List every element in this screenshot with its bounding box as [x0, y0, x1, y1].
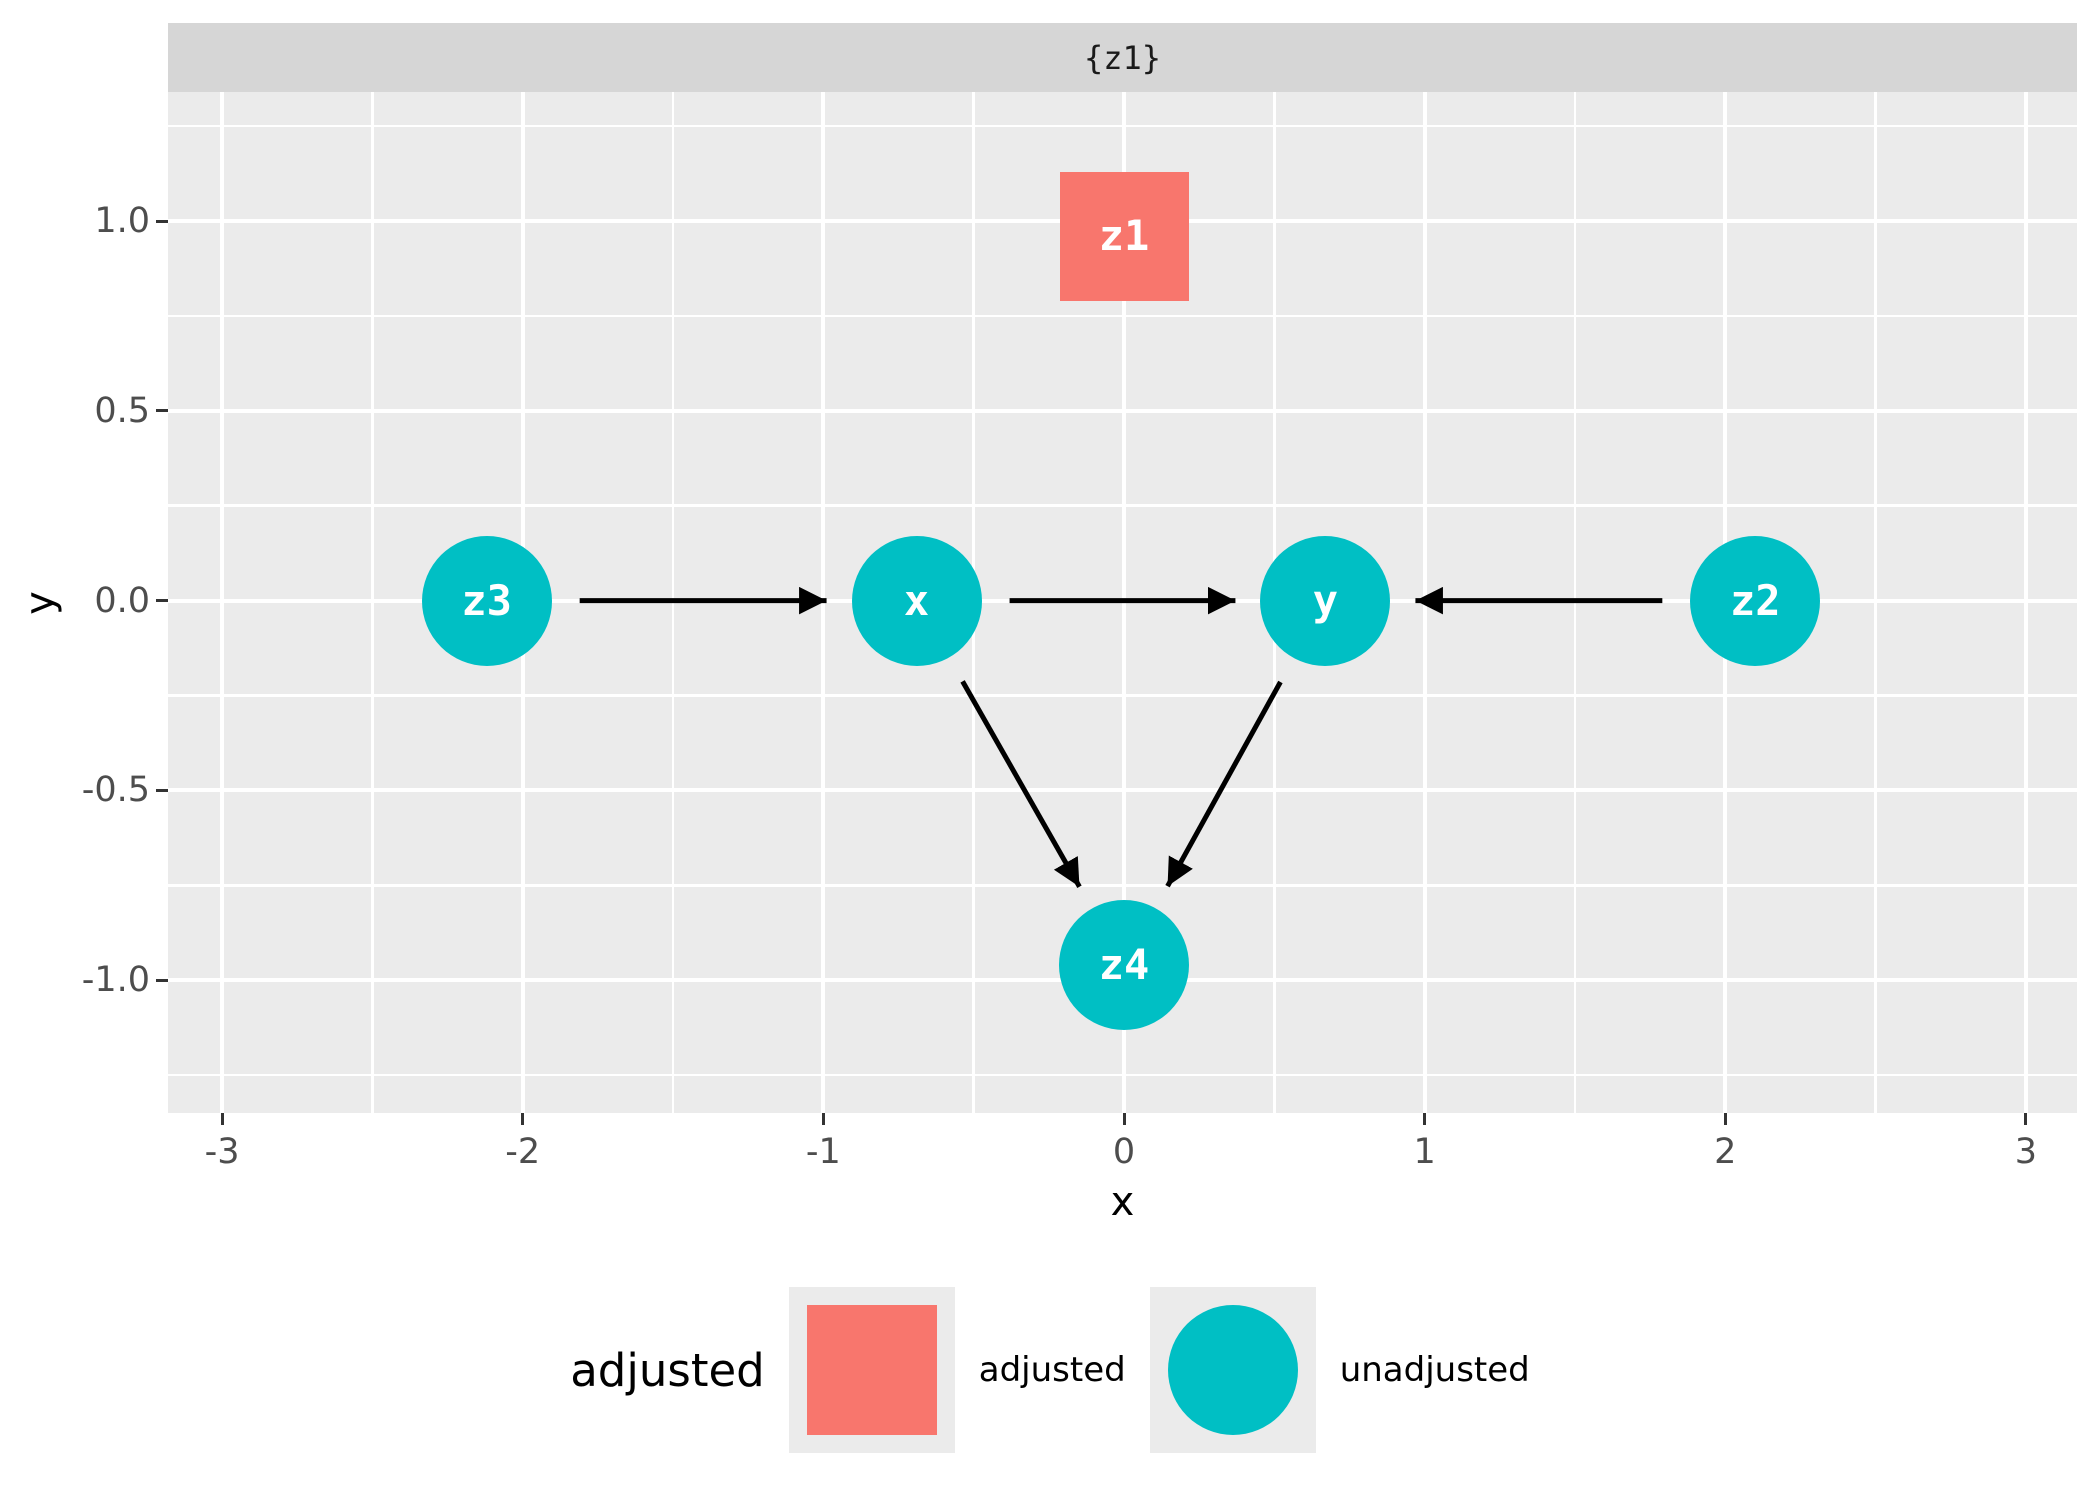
x-tick-mark [220, 1113, 224, 1125]
node-x: x [851, 535, 982, 666]
node-label-y: y [1312, 575, 1339, 625]
x-tick-mark [821, 1113, 825, 1125]
y-tick-mark [156, 599, 168, 603]
y-tick-mark [156, 409, 168, 413]
legend-label-adjusted: adjusted [978, 1350, 1126, 1390]
x-tick-mark [1423, 1113, 1427, 1125]
edge-x-z4 [960, 680, 1082, 888]
x-tick-mark [1122, 1113, 1126, 1125]
plot-panel: z1 z3 x y z2 z4 [168, 92, 2077, 1113]
node-z3: z3 [421, 535, 552, 666]
y-tick-label: 0.0 [94, 580, 150, 621]
y-tick-label: 0.5 [94, 390, 150, 431]
node-y: y [1260, 535, 1391, 666]
x-tick-label: 2 [1714, 1132, 1737, 1172]
node-z4: z4 [1059, 899, 1189, 1030]
node-z1: z1 [1059, 171, 1189, 301]
x-tick-label: -3 [204, 1132, 240, 1172]
node-label-x: x [903, 575, 930, 625]
x-tick-label: -1 [805, 1132, 841, 1172]
x-tick-label: -2 [505, 1132, 541, 1172]
y-tick-label: 1.0 [94, 201, 150, 242]
gridline [168, 408, 2077, 413]
y-tick-mark [156, 788, 168, 792]
legend-key-unadjusted [1149, 1287, 1316, 1453]
y-tick-label: -1.0 [81, 960, 150, 1001]
x-tick-mark [521, 1113, 525, 1125]
node-label-z1: z1 [1098, 211, 1150, 261]
dag-edges [579, 586, 1663, 888]
x-tick-mark [2024, 1113, 2028, 1125]
legend-label-unadjusted: unadjusted [1339, 1350, 1530, 1390]
node-label-z4: z4 [1098, 939, 1150, 989]
y-tick-label: -0.5 [81, 770, 150, 811]
node-z2: z2 [1690, 535, 1821, 666]
legend-title: adjusted [570, 1343, 765, 1397]
y-axis-title: y [17, 590, 63, 615]
x-tick-mark [1723, 1113, 1727, 1125]
legend: adjusted adjusted unadjusted [0, 1287, 2100, 1453]
gridline [168, 788, 2077, 793]
x-tick-label: 3 [2014, 1132, 2038, 1172]
edge-y-z4 [1165, 680, 1283, 888]
x-tick-label: 1 [1413, 1132, 1436, 1172]
y-tick-mark [156, 978, 168, 982]
x-tick-label: 0 [1112, 1132, 1136, 1172]
facet-strip-label: {z1} [1083, 38, 1162, 77]
node-label-z3: z3 [461, 575, 512, 625]
legend-key-adjusted [788, 1287, 955, 1453]
y-tick-mark [156, 219, 168, 223]
legend-circle-unadjusted-icon [1167, 1305, 1298, 1435]
x-axis-title: x [1110, 1179, 1135, 1225]
legend-square-adjusted-icon [806, 1305, 937, 1435]
facet-strip: {z1} [168, 23, 2077, 92]
node-label-z2: z2 [1730, 575, 1781, 625]
